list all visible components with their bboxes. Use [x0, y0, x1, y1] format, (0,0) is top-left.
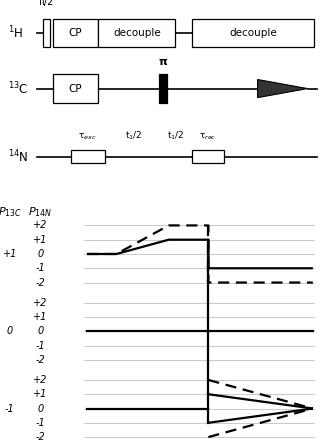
Text: -2: -2 [35, 278, 45, 288]
Text: -2: -2 [35, 355, 45, 365]
Text: +1: +1 [33, 389, 47, 399]
Text: τ$_{exc}$: τ$_{exc}$ [79, 131, 97, 142]
Text: +1: +1 [3, 249, 17, 259]
Text: $^{1}$H: $^{1}$H [8, 25, 24, 41]
Bar [98, 19, 175, 47]
Bar [53, 74, 98, 103]
Text: -1: -1 [35, 263, 45, 273]
Text: t$_{1}$/2: t$_{1}$/2 [167, 129, 184, 142]
Text: CP: CP [69, 84, 82, 93]
Text: 0: 0 [37, 326, 43, 336]
Text: +2: +2 [33, 375, 47, 385]
Bar [192, 19, 314, 47]
Text: t$_{1}$/2: t$_{1}$/2 [125, 129, 142, 142]
Text: decouple: decouple [229, 28, 277, 38]
Text: CP: CP [69, 28, 82, 38]
Text: -1: -1 [35, 418, 45, 428]
Text: +2: +2 [33, 221, 47, 230]
Text: -2: -2 [35, 432, 45, 442]
Text: $P_{14N}$: $P_{14N}$ [28, 205, 52, 219]
Text: $^{14}$N: $^{14}$N [8, 148, 29, 165]
Polygon shape [258, 79, 308, 97]
Text: 0: 0 [37, 404, 43, 413]
Text: -1: -1 [5, 404, 14, 413]
Text: -1: -1 [35, 341, 45, 350]
Text: +2: +2 [33, 298, 47, 308]
Bar [159, 74, 167, 103]
Bar [53, 19, 98, 47]
Text: $P_{13C}$: $P_{13C}$ [0, 205, 22, 219]
Bar [43, 19, 50, 47]
Text: decouple: decouple [113, 28, 161, 38]
Bar [71, 150, 105, 163]
Text: π/2: π/2 [39, 0, 54, 7]
Text: 0: 0 [37, 249, 43, 259]
Text: 0: 0 [6, 326, 13, 336]
Text: π: π [159, 57, 168, 67]
Text: +1: +1 [33, 312, 47, 322]
Bar [192, 150, 224, 163]
Text: τ$_{rec}$: τ$_{rec}$ [199, 131, 216, 142]
Text: +1: +1 [33, 235, 47, 245]
Text: $^{13}$C: $^{13}$C [8, 80, 29, 97]
